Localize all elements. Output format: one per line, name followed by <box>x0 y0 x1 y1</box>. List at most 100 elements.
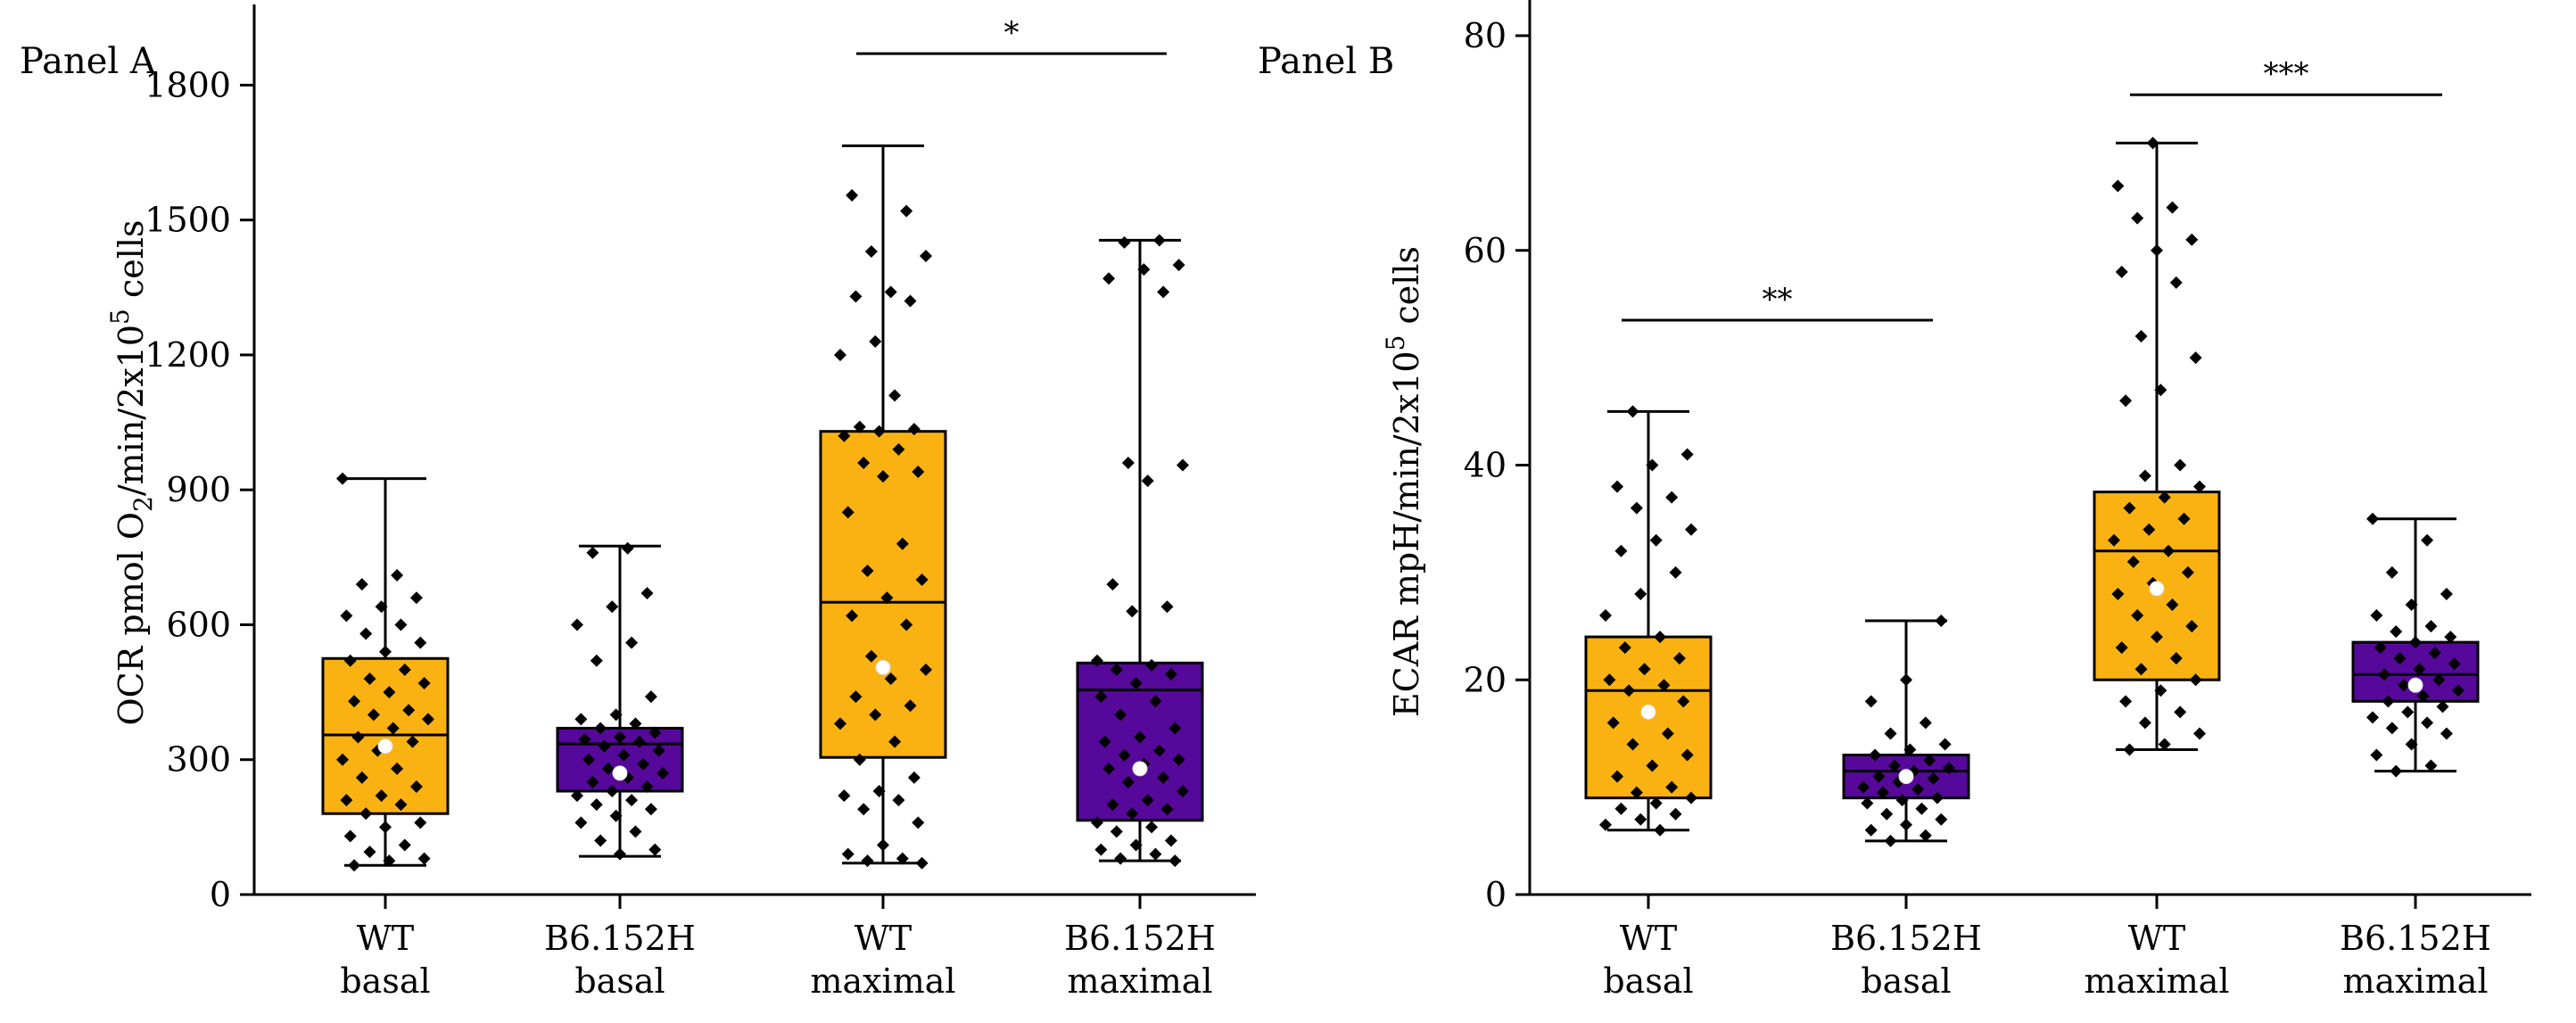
panel-a-data-point <box>841 506 855 519</box>
panel-b-data-point <box>2193 727 2206 740</box>
panel-a-y-tick-label: 600 <box>166 605 231 644</box>
panel-a-data-point <box>648 843 662 856</box>
panel-b-mean-marker <box>2149 581 2165 597</box>
panel-b-data-point <box>1911 783 1925 796</box>
panel-a-data-point <box>402 704 416 717</box>
panel-a-boxes <box>321 144 1204 867</box>
panel-a-data-point <box>637 757 650 771</box>
panel-a-data-point <box>609 708 623 722</box>
panel-b-data-point <box>2131 211 2144 225</box>
panel-a-data-point <box>640 780 654 793</box>
panel-b-data-point <box>2119 394 2133 408</box>
panel-b-data-point <box>1884 727 1897 740</box>
panel-a-mean-marker <box>377 738 393 755</box>
panel-a-data-point <box>606 600 619 614</box>
panel-b-data-point <box>1919 829 1932 842</box>
panel-b-points <box>1599 136 2465 847</box>
panel-b-data-point <box>1880 807 1894 821</box>
panel-b-data-point <box>1618 641 1631 655</box>
panel-b-mean-marker <box>1640 704 1656 720</box>
panel-b-data-point <box>1661 727 1674 740</box>
panel-a-data-point <box>1094 843 1108 856</box>
panel-a-data-point <box>375 789 388 803</box>
panel-a-axes: 0 300 600 900 1200 1500 1800 <box>144 4 1256 914</box>
panel-a-points <box>336 188 1189 872</box>
panel-a-data-point <box>1141 794 1154 807</box>
panel-a-data-point <box>1121 456 1135 469</box>
panel-b-data-point <box>2390 625 2403 639</box>
panel-b-data-point <box>2151 631 2163 644</box>
panel-a-data-point <box>1126 807 1139 821</box>
panel-b-data-point <box>1654 631 1667 644</box>
panel-b-data-point <box>2166 598 2179 611</box>
panel-b-data-point <box>1622 684 1636 697</box>
panel-b-data-point <box>2452 684 2465 697</box>
panel-a-data-point <box>598 739 611 753</box>
panel-b-data-point <box>2440 587 2453 600</box>
panel-a-data-point <box>912 816 925 829</box>
panel-a-data-point <box>1114 852 1127 865</box>
panel-b-data-point <box>2158 738 2171 751</box>
panel-b-data-point <box>2405 738 2418 751</box>
panel-a-category-label: B6.152H <box>544 919 696 958</box>
panel-a-data-point <box>359 807 373 821</box>
panel-b-data-point <box>1869 748 1882 762</box>
panel-a-data-point <box>1152 234 1166 247</box>
panel-b-data-point <box>1895 794 1909 807</box>
panel-b-data-point <box>2119 695 2133 708</box>
panel-a-data-point <box>841 847 855 861</box>
panel-a-data-point <box>920 663 932 676</box>
panel-b-category-label: B6.152H <box>2340 919 2491 958</box>
panel-b-data-point <box>2409 636 2422 649</box>
panel-b-data-point <box>2123 501 2136 515</box>
panel-b-data-point <box>1606 716 1620 730</box>
panel-b-data-point <box>2134 663 2148 676</box>
panel-a-data-point <box>1164 667 1177 681</box>
panel-b-data-point <box>2189 351 2202 365</box>
panel-b-data-point <box>2428 647 2441 660</box>
panel-b-data-point <box>2424 759 2438 772</box>
panel-b-data-point <box>2146 136 2159 150</box>
panel-a-data-point <box>849 290 863 303</box>
panel-a-data-point <box>574 713 588 726</box>
panel-a-data-point <box>383 854 396 868</box>
panel-a-data-point <box>1118 748 1131 762</box>
panel-a-y-tick-label: 0 <box>210 875 231 914</box>
panel-a-data-point <box>586 775 599 788</box>
panel-b-data-point <box>1864 695 1878 708</box>
panel-a-data-point <box>857 456 871 469</box>
panel-b-data-point <box>2397 679 2410 692</box>
panel-b-data-point <box>2366 512 2379 525</box>
panel-b-data-point <box>1903 743 1917 756</box>
panel-b-data-point <box>2185 233 2199 246</box>
panel-a-data-point <box>1118 235 1131 249</box>
panel-b-category-labels: WTbasalB6.152HbasalWTmaximalB6.152Hmaxim… <box>1603 919 2491 1001</box>
panel-a-data-point <box>629 717 642 730</box>
panel-a-data-point <box>892 442 905 456</box>
panel-b-data-point <box>1685 791 1697 804</box>
panel-b-means <box>1640 581 2423 785</box>
panel-a-category-sublabel: maximal <box>810 961 955 1001</box>
panel-a-data-point <box>375 600 388 614</box>
panel-a-data-point <box>904 294 917 308</box>
panel-a-category-labels: WTbasalB6.152HbasalWTmaximalB6.152Hmaxim… <box>340 919 1216 1001</box>
panel-b-data-point <box>2123 743 2136 756</box>
panel-b-data-point <box>1685 523 1697 536</box>
panel-b-data-point <box>2405 598 2418 611</box>
panel-a-category-label: B6.152H <box>1064 919 1216 958</box>
panel-b-data-point <box>2416 689 2430 703</box>
panel-a-data-point <box>1091 816 1103 829</box>
panel-a-box <box>819 430 947 759</box>
panel-b-category-label: WT <box>1620 919 1677 958</box>
panel-a-mean-marker <box>1132 761 1148 777</box>
panel-a-data-point <box>409 780 423 793</box>
panel-b-data-point <box>1665 780 1679 794</box>
panel-a-y-axis-title: OCR pmol O2/min/2x105 cells <box>105 219 158 725</box>
panel-b-data-point <box>2154 384 2167 397</box>
panel-a-data-point <box>834 348 846 361</box>
panel-a-data-point <box>359 627 373 640</box>
panel-a-data-point <box>648 726 662 739</box>
panel-a-data-point <box>594 722 607 735</box>
panel-a-data-point <box>379 645 392 658</box>
